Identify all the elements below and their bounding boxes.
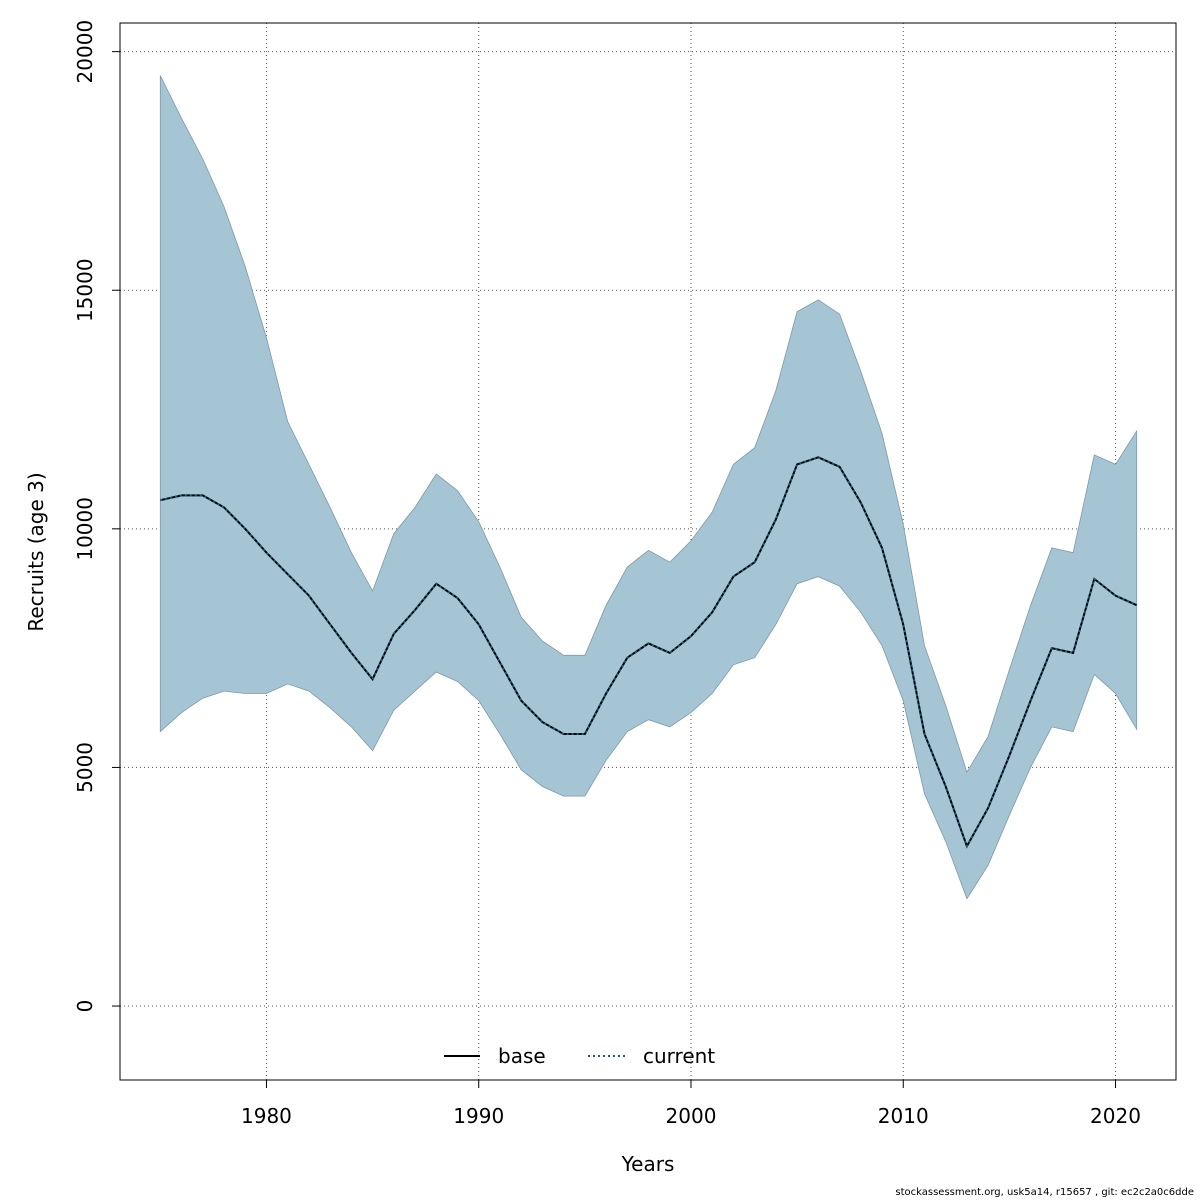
confidence-band <box>159 75 1138 900</box>
confidence-band-layer <box>159 75 1138 900</box>
footer-caption: stockassessment.org, usk5a14, r15657 , g… <box>895 1187 1194 1198</box>
y-axis-title: Recruits (age 3) <box>24 472 48 631</box>
x-tick-label-2000: 2000 <box>666 1104 717 1128</box>
x-tick-label-2020: 2020 <box>1090 1104 1141 1128</box>
series-line-layer <box>160 456 1138 849</box>
x-tick-label-1980: 1980 <box>241 1104 292 1128</box>
y-tick-label-5000: 5000 <box>73 742 97 793</box>
legend-current-label: current <box>643 1044 715 1068</box>
legend: base current <box>444 1044 715 1068</box>
tick-layer: 1980 1990 2000 2010 2020 0 5000 10000 15000 20000 <box>73 20 1141 1128</box>
y-tick-label-10000: 10000 <box>73 497 97 561</box>
y-tick-label-15000: 15000 <box>73 258 97 322</box>
series-line-current <box>160 456 1138 849</box>
x-tick-label-2010: 2010 <box>878 1104 929 1128</box>
y-tick-label-0: 0 <box>73 1000 97 1013</box>
plot-frame <box>119 22 1177 1081</box>
y-tick-label-20000: 20000 <box>73 20 97 84</box>
x-axis-title: Years <box>621 1152 675 1176</box>
x-tick-label-1990: 1990 <box>453 1104 504 1128</box>
legend-base-label: base <box>498 1044 546 1068</box>
